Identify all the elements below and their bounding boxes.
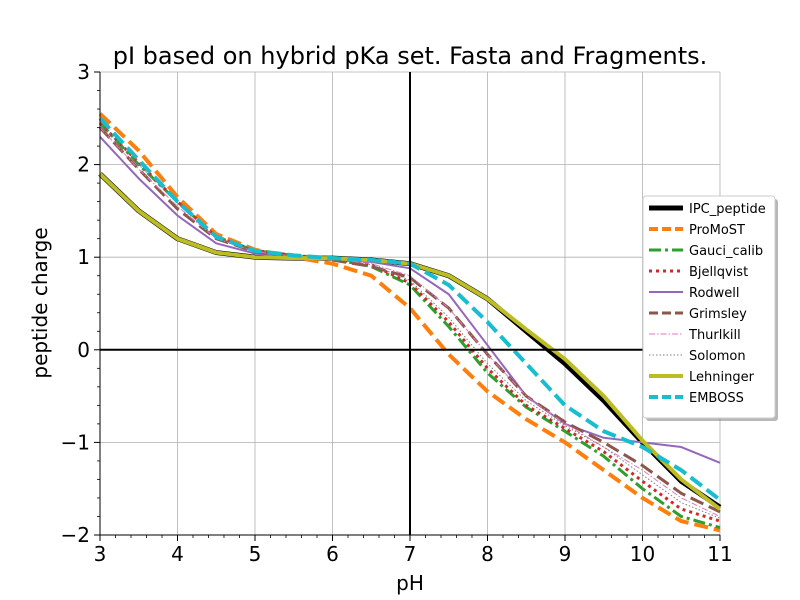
x-tick-label: 11 — [707, 542, 732, 566]
y-axis-label: peptide charge — [28, 227, 52, 378]
y-tick-label: 0 — [77, 338, 90, 362]
chart-title: pI based on hybrid pKa set. Fasta and Fr… — [113, 42, 708, 70]
x-tick-label: 10 — [630, 542, 655, 566]
tick-labels: 3 4 5 6 7 8 9 10 11 −2 −1 0 1 2 3 — [61, 60, 733, 566]
x-tick-label: 8 — [481, 542, 494, 566]
x-tick-label: 3 — [94, 542, 107, 566]
x-tick-label: 7 — [404, 542, 417, 566]
legend-label: IPC_peptide — [689, 202, 766, 217]
y-tick-label: −2 — [61, 523, 90, 547]
legend-label: Grimsley — [689, 307, 747, 322]
tick-marks — [94, 71, 721, 541]
x-tick-label: 5 — [249, 542, 262, 566]
series-line-promost — [98, 112, 721, 533]
x-tick-label: 6 — [326, 542, 339, 566]
series-line-grimsley — [98, 126, 721, 514]
x-tick-label: 9 — [559, 542, 572, 566]
y-tick-label: −1 — [61, 430, 90, 454]
x-axis-label: pH — [396, 571, 424, 595]
reference-lines — [100, 72, 720, 535]
legend-label: Gauci_calib — [689, 244, 763, 259]
legend-label: Rodwell — [689, 286, 740, 301]
legend-label: EMBOSS — [689, 391, 744, 406]
legend-label: ProMoST — [689, 223, 745, 238]
legend: IPC_peptide ProMoST Gauci_calib Bjellqvist R… — [642, 195, 778, 421]
legend-label: Thurlkill — [688, 328, 741, 343]
x-tick-label: 4 — [171, 542, 184, 566]
legend-label: Bjellqvist — [689, 265, 748, 280]
y-tick-label: 2 — [77, 153, 90, 177]
legend-label: Lehninger — [689, 370, 755, 385]
y-tick-label: 3 — [77, 60, 90, 84]
y-tick-label: 1 — [77, 245, 90, 269]
legend-label: Solomon — [689, 349, 746, 364]
